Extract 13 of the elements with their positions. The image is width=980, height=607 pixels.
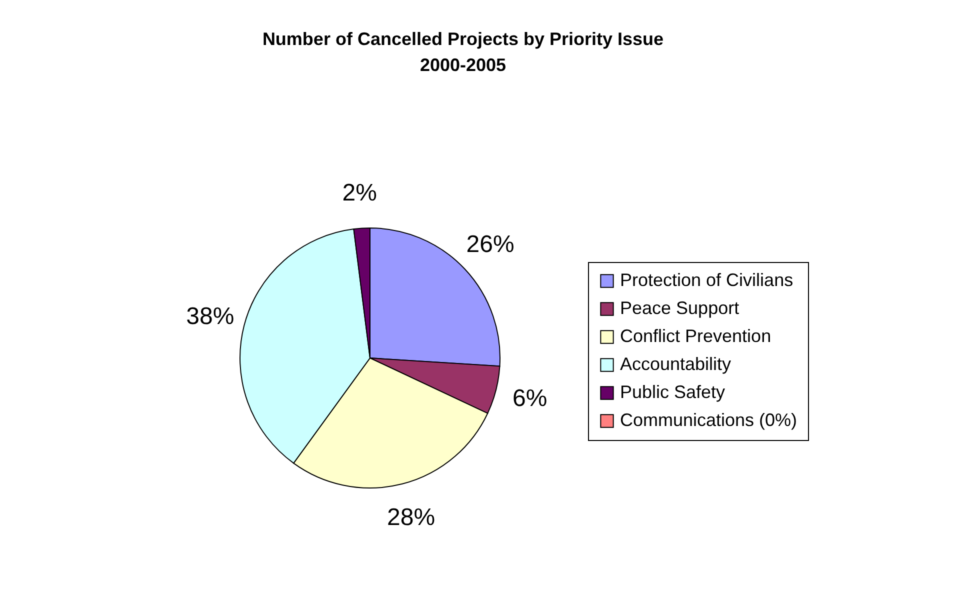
data-label: 38% [186, 302, 234, 330]
chart-subtitle: 2000-2005 [420, 55, 506, 75]
legend-label: Conflict Prevention [620, 326, 772, 346]
data-label: 28% [387, 504, 436, 531]
legend-label: Communications (0%) [620, 410, 798, 430]
legend-label: Public Safety [620, 382, 726, 402]
chart-title: Number of Cancelled Projects by Priority Issue [262, 29, 664, 49]
data-label: 2% [342, 179, 377, 206]
data-label: 6% [512, 385, 548, 412]
legend-label: Protection of Civilians [620, 270, 794, 290]
data-label: 26% [466, 231, 514, 258]
legend-label: Accountability [620, 354, 732, 374]
legend-label: Peace Support [620, 298, 740, 318]
